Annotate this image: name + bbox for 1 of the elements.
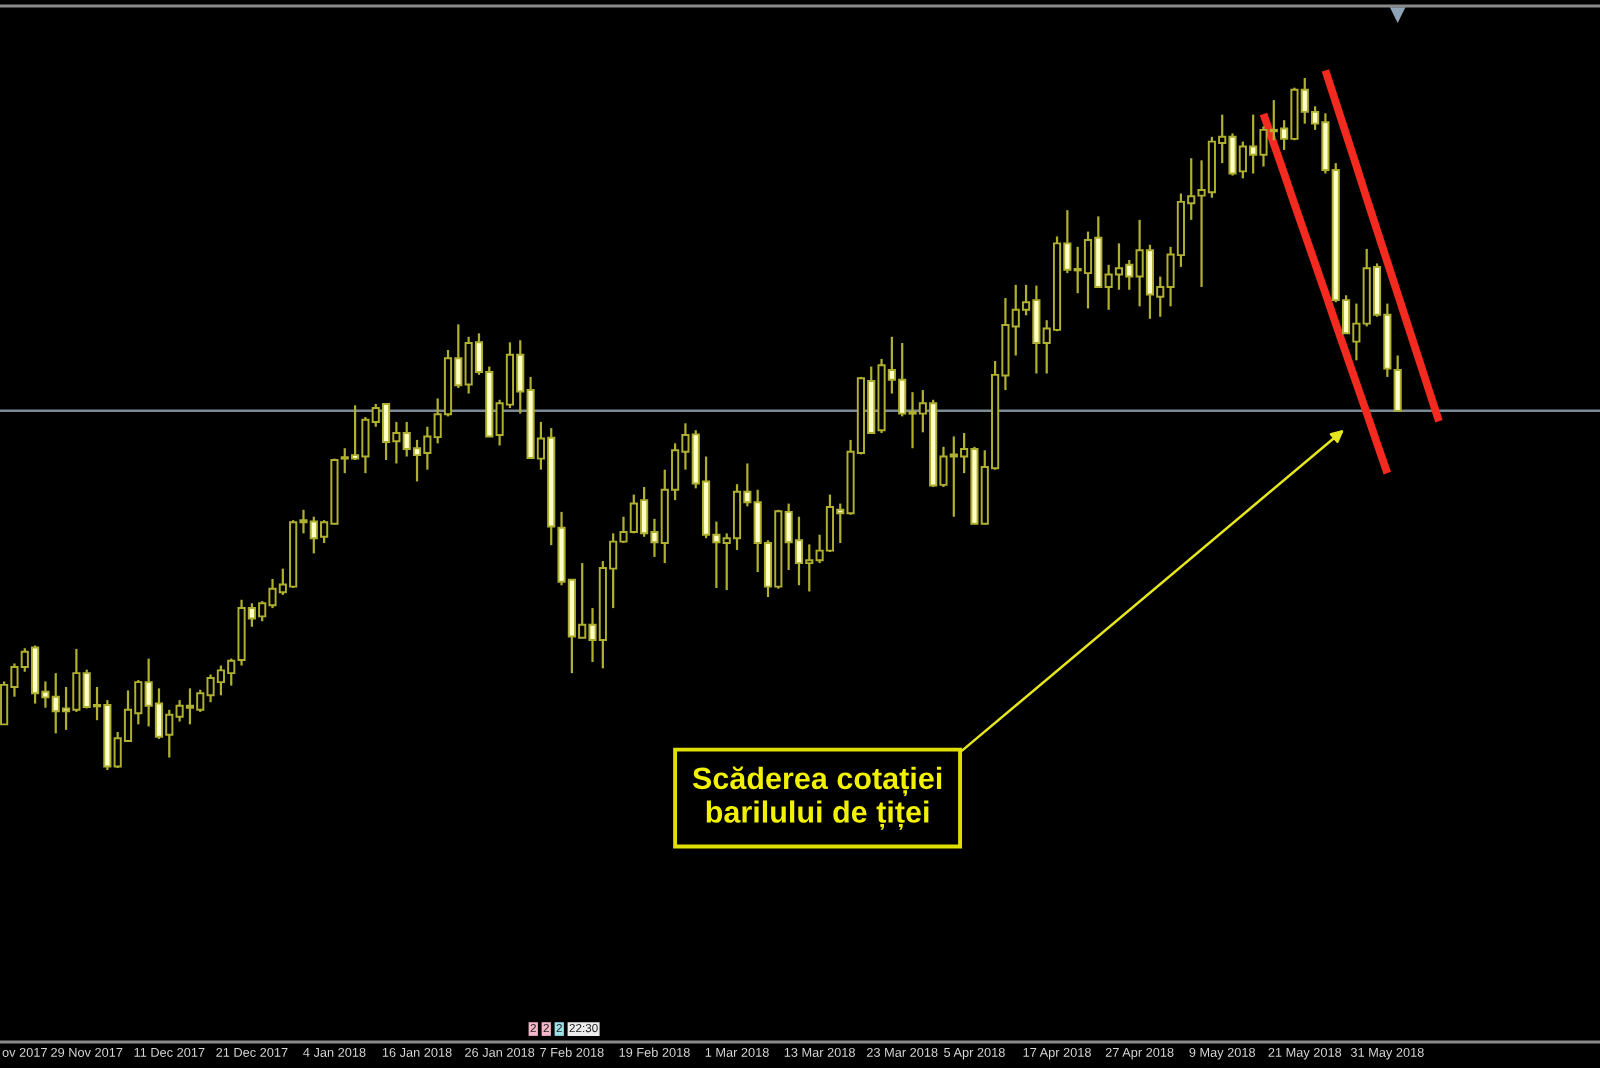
- annotation: Scăderea cotației barilului de țiței: [692, 766, 942, 830]
